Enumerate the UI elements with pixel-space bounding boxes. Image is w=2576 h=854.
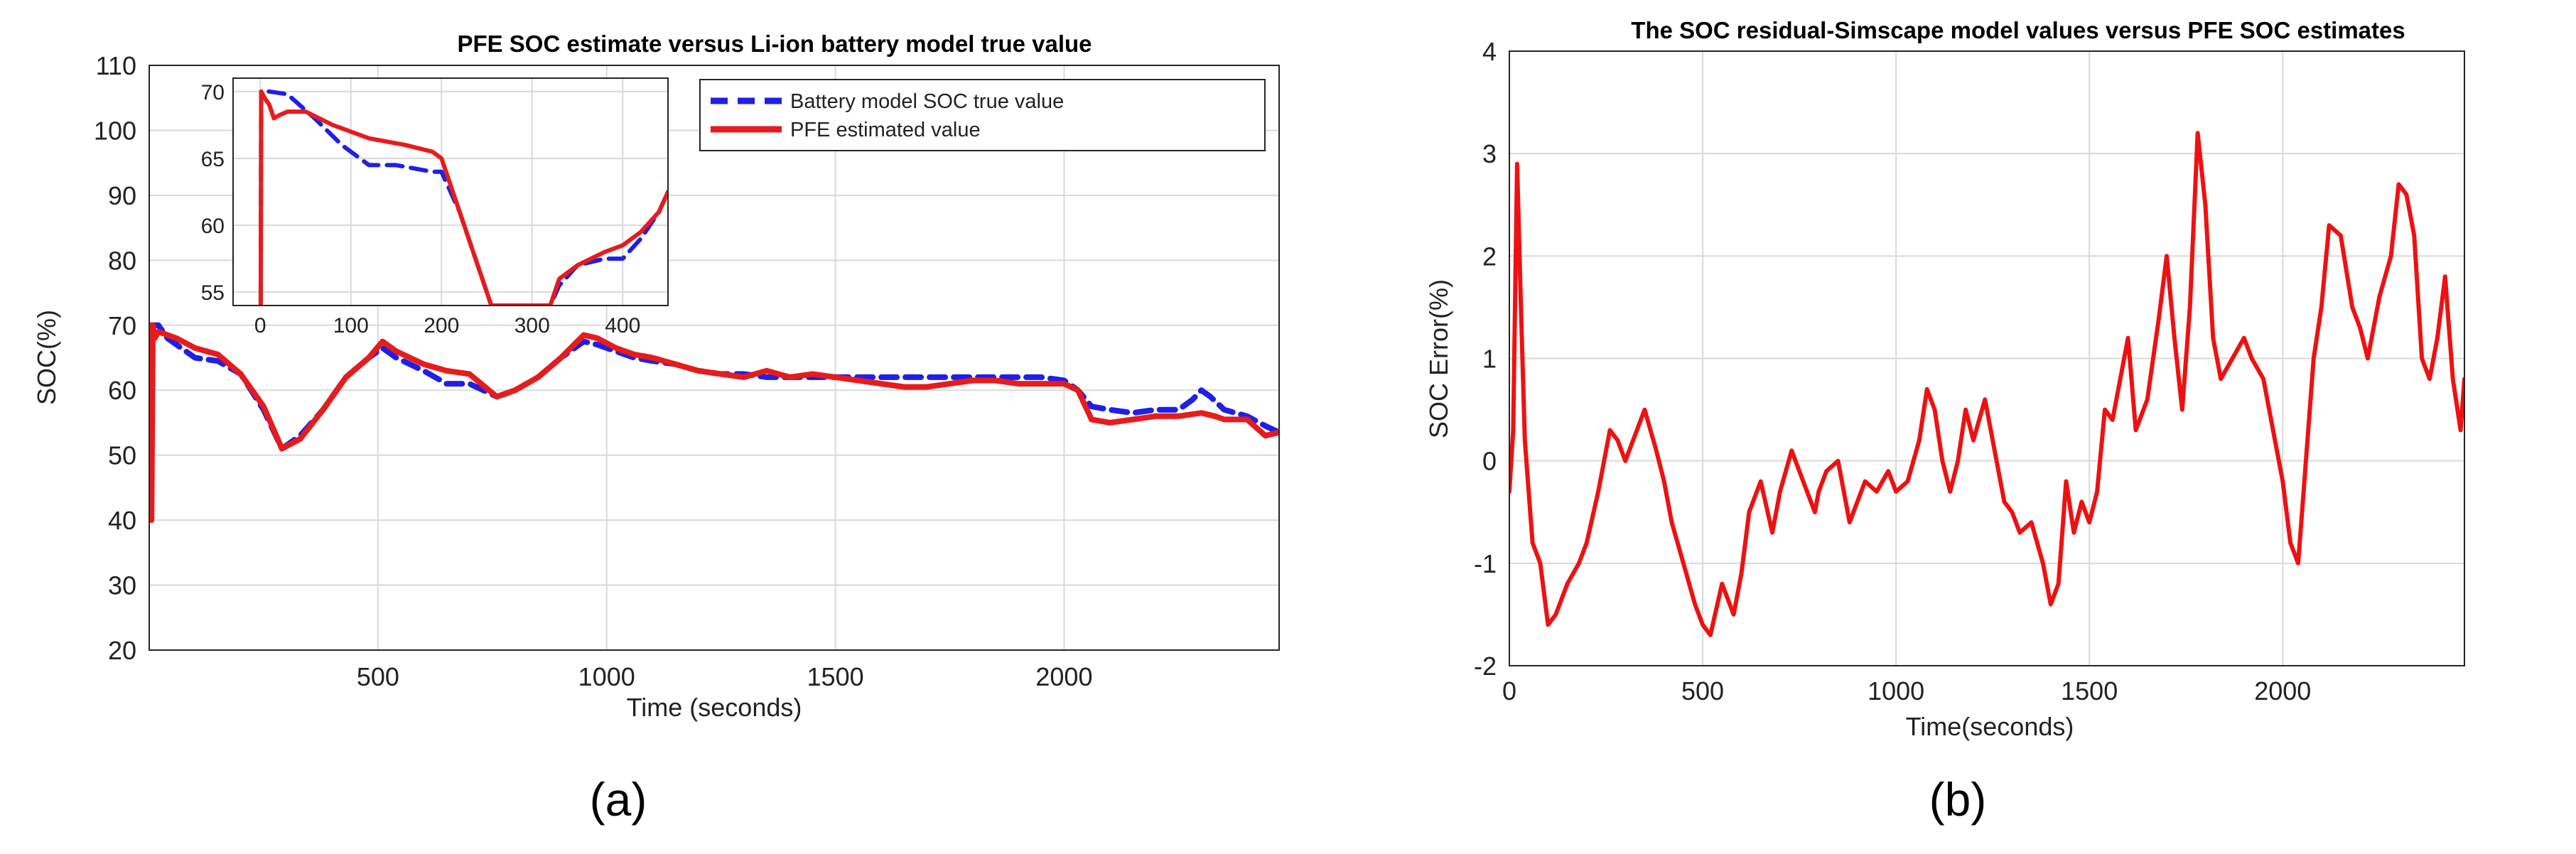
- inset-ticks: 0 100 200 300 400 55 60 65 70: [201, 81, 641, 337]
- x-tick-label: 100: [333, 314, 369, 337]
- chart-a-series: [149, 322, 1279, 524]
- series-line-soc-residual: [1509, 131, 2464, 637]
- legend-entry-estimate: PFE estimated value: [790, 119, 981, 141]
- chart-a-title: PFE SOC estimate versus Li-ion battery m…: [457, 31, 1092, 57]
- chart-a-xlabel: Time (seconds): [627, 693, 802, 722]
- inset-axes-box: [232, 77, 669, 306]
- y-tick-label: 60: [201, 215, 225, 238]
- x-tick-label: 500: [1681, 676, 1724, 706]
- x-tick-label: 400: [605, 314, 640, 337]
- y-tick-label: -1: [1474, 549, 1497, 578]
- chart-b-grid: [1509, 50, 2464, 666]
- y-tick-label: 65: [201, 148, 225, 171]
- series-line-battery-model-soc-true-value: [149, 322, 1279, 452]
- x-tick-label: 500: [357, 662, 399, 691]
- chart-a: PFE SOC estimate versus Li-ion battery m…: [32, 31, 1280, 722]
- x-tick-label: 2000: [1035, 662, 1092, 691]
- x-tick-label: 1000: [1868, 676, 1924, 706]
- y-tick-label: 30: [108, 571, 136, 600]
- y-tick-label: 2: [1482, 242, 1497, 271]
- y-tick-label: -2: [1474, 652, 1497, 681]
- chart-b-axes-box: [1509, 50, 2465, 666]
- chart-a-axes-box: [149, 65, 1280, 651]
- y-tick-label: 1: [1482, 345, 1497, 374]
- y-tick-label: 55: [201, 281, 225, 305]
- x-tick-label: 0: [1502, 676, 1516, 706]
- chart-a-legend: Battery model SOC true value PFE estimat…: [699, 79, 1266, 151]
- y-tick-label: 40: [108, 506, 136, 535]
- chart-b-xlabel: Time(seconds): [1906, 712, 2074, 741]
- y-tick-label: 60: [108, 376, 136, 405]
- y-tick-label: 70: [201, 81, 225, 104]
- y-tick-label: 3: [1482, 139, 1497, 168]
- y-tick-label: 20: [108, 636, 136, 665]
- y-tick-label: 4: [1482, 37, 1497, 66]
- x-tick-label: 1500: [2061, 676, 2118, 706]
- y-tick-label: 110: [96, 51, 136, 80]
- chart-a-inset: 0 100 200 300 400 55 60 65 70: [201, 77, 669, 337]
- chart-b-ylabel: SOC Error(%): [1424, 279, 1453, 438]
- legend-box: [699, 79, 1266, 151]
- y-tick-label: 50: [108, 441, 136, 470]
- x-tick-label: 1500: [807, 662, 864, 691]
- panel-a-label: (a): [590, 773, 647, 826]
- inset-series: [258, 89, 668, 306]
- chart-a-ylabel: SOC(%): [32, 310, 61, 405]
- y-tick-label: 100: [94, 116, 136, 145]
- y-tick-label: 90: [108, 181, 136, 210]
- x-tick-label: 300: [514, 314, 550, 337]
- series-line-battery-model-soc-true-value: [258, 89, 668, 306]
- panel-b-label: (b): [1929, 773, 1987, 826]
- series-line-pfe-estimated-value: [149, 322, 1279, 524]
- x-tick-label: 1000: [578, 662, 635, 691]
- y-tick-label: 0: [1482, 447, 1497, 476]
- chart-b: The SOC residual-Simscape model values v…: [1424, 17, 2465, 741]
- x-tick-label: 200: [424, 314, 459, 337]
- series-line-pfe-estimated-value: [258, 89, 668, 306]
- legend-entry-true: Battery model SOC true value: [790, 90, 1064, 113]
- chart-b-series: [1509, 131, 2464, 637]
- y-tick-label: 70: [108, 311, 136, 340]
- chart-b-title: The SOC residual-Simscape model values v…: [1631, 17, 2405, 43]
- y-tick-label: 80: [108, 246, 136, 275]
- x-tick-label: 2000: [2254, 676, 2311, 706]
- chart-b-ticks: 0 500 1000 1500 2000 -2 -1 0 1 2 3 4: [1474, 37, 2311, 706]
- x-tick-label: 0: [254, 314, 266, 337]
